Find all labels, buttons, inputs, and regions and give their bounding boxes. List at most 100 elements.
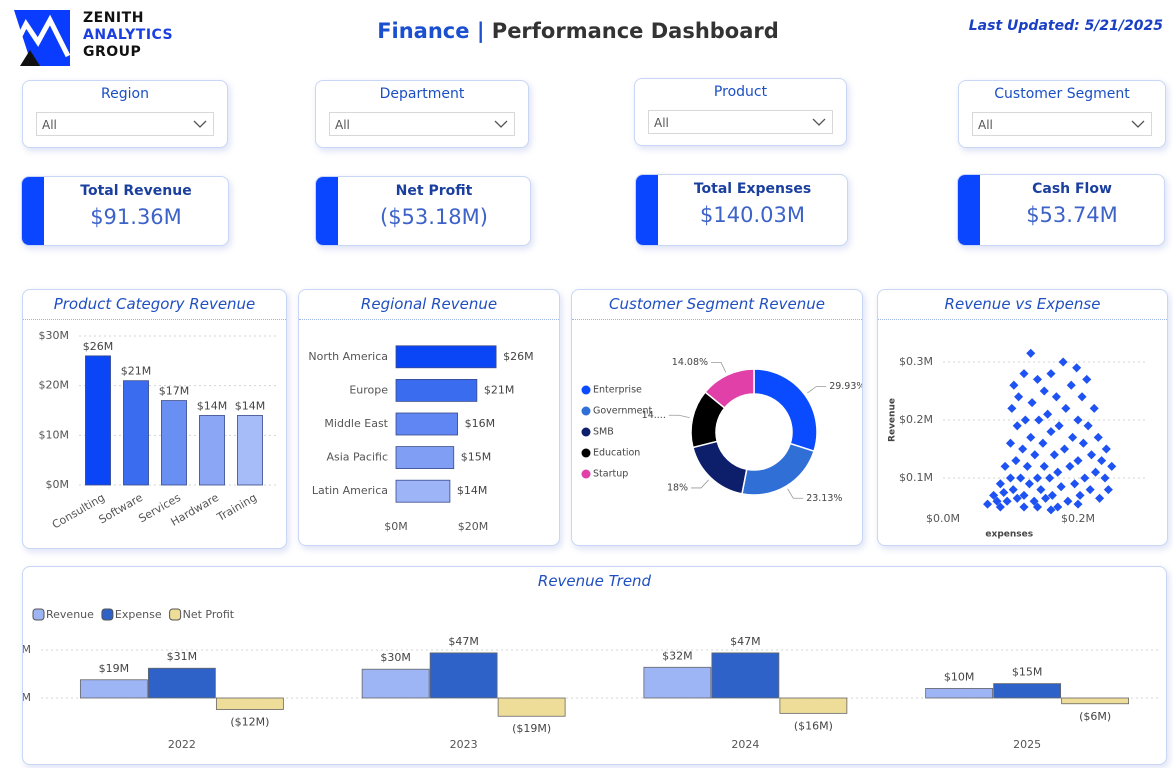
logo-mark	[12, 10, 71, 66]
bar	[711, 652, 780, 699]
y-tick-label: $10M	[39, 428, 70, 441]
legend-marker	[581, 448, 591, 458]
scatter-point	[1016, 473, 1026, 483]
legend-marker	[581, 427, 591, 437]
bar	[85, 355, 111, 486]
x-tick-label: 2023	[450, 738, 478, 751]
filter-label: Department	[379, 86, 465, 102]
chart: $0M $20M $26M North America $21M Europe $16M Mi…	[308, 345, 534, 533]
chart-title: Customer Segment Revenue	[609, 295, 825, 313]
bar	[215, 697, 284, 710]
y-tick-label: $20M	[39, 379, 70, 392]
chevron	[1131, 120, 1145, 128]
scatter-point	[1053, 467, 1063, 477]
dropdown[interactable]: All	[972, 112, 1152, 136]
x-tick-label: Software	[96, 491, 145, 527]
scatter-point	[1089, 403, 1099, 413]
leader-line	[668, 414, 690, 419]
scatter-point	[1011, 456, 1021, 466]
scatter-point	[1012, 421, 1022, 431]
bar	[361, 668, 430, 699]
scatter-point	[1032, 473, 1043, 483]
scatter-point	[1000, 461, 1010, 471]
scatter-point	[1005, 473, 1016, 483]
leader-line	[691, 479, 709, 489]
scatter-point	[1063, 496, 1073, 506]
kpi-value: ($53.18M)	[380, 205, 488, 229]
filter-label: Product	[713, 84, 768, 100]
scatter-point	[1054, 421, 1064, 431]
scatter-point	[1091, 467, 1101, 477]
x-tick-label: $0M	[384, 520, 408, 533]
legend-label: Startup	[593, 469, 628, 480]
y-tick-label: $0.2M	[899, 413, 933, 426]
scatter-point	[1107, 461, 1117, 471]
scatter-point	[1018, 444, 1028, 454]
x-tick-label: $0.0M	[926, 512, 960, 525]
logo-line: ANALYTICS	[83, 27, 174, 43]
scatter-point	[1049, 450, 1059, 460]
x-tick-label: Training	[214, 491, 259, 524]
scatter-point	[1039, 386, 1049, 396]
value-label: $47M	[730, 635, 761, 648]
scatter-point	[1026, 432, 1036, 442]
y-tick-label: Asia Pacific	[326, 451, 388, 464]
x-tick-label: $20M	[458, 520, 489, 533]
bar	[779, 697, 848, 714]
leader-line	[711, 362, 727, 373]
dropdown[interactable]: All	[329, 112, 515, 136]
scatter-point	[1075, 490, 1085, 500]
dropdown[interactable]: All	[36, 112, 214, 136]
page-title: Finance | Performance Dashboard	[300, 19, 856, 43]
bar	[147, 667, 216, 699]
kpi-card: Total Revenue $91.36M	[21, 176, 229, 246]
filter: Region All	[22, 80, 228, 148]
chart: $0M $50M Revenue Expense Net Profit 2022 $19M $…	[23, 608, 1160, 751]
scatter-point	[1083, 421, 1093, 431]
value-label: $32M	[662, 649, 693, 662]
kpi-accent	[22, 177, 44, 245]
scatter-point	[1036, 485, 1046, 495]
value-label: $14M	[235, 399, 266, 412]
filter-label: Region	[101, 86, 149, 102]
bar	[395, 479, 451, 503]
legend-marker	[581, 385, 591, 395]
y-tick-label: North America	[308, 350, 388, 363]
scatter-point	[1093, 432, 1103, 442]
value-label: ($12M)	[230, 716, 269, 729]
legend-marker	[169, 608, 182, 621]
dropdown-value: All	[42, 118, 57, 132]
value-label: $17M	[159, 385, 190, 398]
bar	[429, 652, 498, 699]
chart-panel: Revenue vs Expense $0.1M $0.2M $0.3M $0.0M $…	[877, 289, 1168, 546]
value-label: $31M	[167, 650, 198, 663]
chevron	[812, 118, 826, 126]
scatter-point	[1059, 444, 1070, 454]
kpi-label: Net Profit	[395, 183, 473, 199]
filter-label: Customer Segment	[994, 86, 1130, 102]
chart-panel: Customer Segment Revenue 29.93% Enterpris…	[571, 289, 863, 546]
y-tick-label: $0M	[46, 478, 70, 491]
scatter-point	[1061, 403, 1071, 413]
scatter-point	[1019, 369, 1029, 379]
scatter-point	[983, 499, 993, 509]
kpi-accent	[636, 175, 658, 245]
scatter-point	[1046, 505, 1056, 515]
dropdown[interactable]: All	[648, 110, 833, 134]
scatter-point	[1007, 403, 1017, 413]
y-tick-label: $0.3M	[899, 355, 933, 368]
x-axis-title: expenses	[985, 529, 1033, 539]
scatter-point	[1078, 438, 1088, 448]
scatter-point	[1073, 415, 1083, 425]
kpi-label: Cash Flow	[1032, 181, 1112, 197]
scatter-point	[1005, 438, 1016, 448]
scatter-point	[1008, 485, 1018, 495]
logo-line: GROUP	[83, 44, 142, 60]
scatter-point	[1103, 485, 1113, 495]
scatter-point	[1032, 502, 1043, 512]
y-tick-label: Europe	[349, 383, 388, 396]
bar	[643, 666, 712, 699]
scatter-point	[1056, 482, 1066, 492]
scatter-point	[1002, 496, 1012, 506]
